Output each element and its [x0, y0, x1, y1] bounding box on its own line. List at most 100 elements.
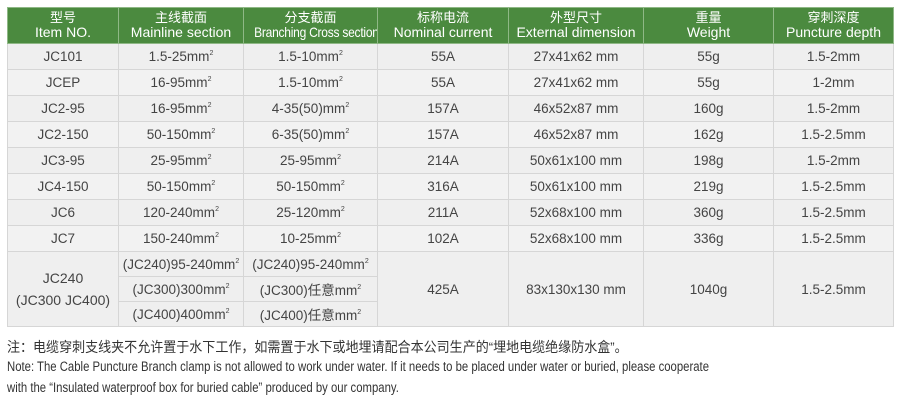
table-row-group: JC240 (JC300 JC400) (JC240)95-240mm2 (JC240…: [7, 251, 894, 327]
cell-branching-section: 25-120mm2: [243, 199, 378, 226]
cell-nominal-current: 211A: [377, 199, 509, 226]
cell-mainline-section: 120-240mm2: [118, 199, 244, 226]
cell-puncture-depth: 1-2mm: [773, 69, 894, 96]
cell-external-dimension: 46x52x87 mm: [508, 121, 644, 148]
table-row-group: (JC300)300mm2 (JC300)任意mm2: [8, 276, 894, 302]
cell-branching-section: (JC240)95-240mm2: [243, 251, 378, 277]
cell-branching-section: 1.5-10mm2: [243, 43, 378, 70]
header-puncture-depth: 穿刺深度 Puncture depth: [773, 7, 894, 44]
cell-puncture-depth: 1.5-2mm: [773, 147, 894, 174]
header-en-label: External dimension: [516, 24, 636, 40]
cell-branching-section: 6-35(50)mm2: [243, 121, 378, 148]
cell-mainline-section: 50-150mm2: [118, 121, 244, 148]
cell-external-dimension: 27x41x62 mm: [508, 69, 644, 96]
header-item-no: 型号 Item NO.: [7, 7, 119, 44]
cell-mainline-section: (JC240)95-240mm2: [118, 251, 244, 277]
cell-branching-section: 10-25mm2: [243, 225, 378, 252]
cell-item-no: JC4-150: [7, 173, 119, 200]
header-en-label: Weight: [686, 24, 731, 40]
cell-external-dimension: 46x52x87 mm: [508, 95, 644, 122]
cell-weight: 162g: [643, 121, 774, 148]
cell-external-dimension: 52x68x100 mm: [508, 199, 644, 226]
header-cn-label: 标称电流: [416, 10, 469, 25]
table-row-group: (JC400)400mm2 (JC400)任意mm2: [8, 301, 894, 327]
cell-item-no: JC3-95: [7, 147, 119, 174]
cell-weight: 198g: [643, 147, 774, 174]
cell-mainline-section: 50-150mm2: [118, 173, 244, 200]
cell-nominal-current: 214A: [377, 147, 509, 174]
cell-nominal-current: 316A: [377, 173, 509, 200]
cell-external-dimension: 83x130x130 mm: [508, 251, 644, 327]
cell-weight: 219g: [643, 173, 774, 200]
table-row: JC7 150-240mm2 10-25mm2 102A 52x68x100 mm 336…: [7, 225, 894, 252]
header-cn-label: 型号: [49, 10, 76, 25]
header-weight: 重量 Weight: [643, 7, 774, 44]
cell-puncture-depth: 1.5-2mm: [773, 95, 894, 122]
cell-external-dimension: 50x61x100 mm: [508, 173, 644, 200]
header-external-dimension: 外型尺寸 External dimension: [508, 7, 644, 44]
cell-nominal-current: 102A: [377, 225, 509, 252]
cell-puncture-depth: 1.5-2.5mm: [773, 173, 894, 200]
header-en-label: Item NO.: [34, 24, 91, 40]
header-nominal-current: 标称电流 Nominal current: [377, 7, 509, 44]
cell-mainline-section: 150-240mm2: [118, 225, 244, 252]
header-mainline-section: 主线截面 Mainline section: [118, 7, 244, 44]
table-row: JC6 120-240mm2 25-120mm2 211A 52x68x100 mm 36…: [7, 199, 894, 226]
cell-external-dimension: 50x61x100 mm: [508, 147, 644, 174]
cell-item-no: JC7: [7, 225, 119, 252]
cell-branching-section: 4-35(50)mm2: [243, 95, 378, 122]
cell-weight: 360g: [643, 199, 774, 226]
header-row: 型号 Item NO. 主线截面 Mainline section 分支截面 Branch…: [7, 7, 894, 44]
cell-item-no: JC240 (JC300 JC400): [7, 251, 119, 327]
table-row: JCEP 16-95mm2 1.5-10mm2 55A 27x41x62 mm 55g 1-…: [7, 69, 894, 96]
cell-mainline-section: 25-95mm2: [118, 147, 244, 174]
table-row: JC101 1.5-25mm2 1.5-10mm2 55A 27x41x62 mm 55g…: [7, 43, 894, 70]
note-chinese: 注：电缆穿刺支线夹不允许置于水下工作，如需置于水下或地埋请配合本公司生产的“埋地…: [7, 339, 628, 355]
cell-nominal-current: 55A: [377, 69, 509, 96]
cell-weight: 1040g: [643, 251, 774, 327]
cell-weight: 55g: [643, 43, 774, 70]
header-cn-label: 重量: [695, 10, 722, 25]
table-row: JC2-150 50-150mm2 6-35(50)mm2 157A 46x52x87 …: [7, 121, 894, 148]
cell-external-dimension: 52x68x100 mm: [508, 225, 644, 252]
cell-puncture-depth: 1.5-2.5mm: [773, 251, 894, 327]
cell-mainline-section: 16-95mm2: [118, 95, 244, 122]
table-row: JC4-150 50-150mm2 50-150mm2 316A 50x61x100 m…: [7, 173, 894, 200]
cell-weight: 336g: [643, 225, 774, 252]
spec-table: 型号 Item NO. 主线截面 Mainline section 分支截面 Branch…: [7, 7, 894, 327]
cell-branching-section: (JC300)任意mm2: [243, 276, 378, 302]
cell-mainline-section: (JC300)300mm2: [118, 276, 244, 302]
cell-mainline-section: (JC400)400mm2: [118, 301, 244, 327]
cell-nominal-current: 55A: [377, 43, 509, 70]
header-cn-label: 外型尺寸: [549, 10, 602, 25]
item-no-line1: JC240: [42, 270, 84, 286]
table-row: JC2-95 16-95mm2 4-35(50)mm2 157A 46x52x87 mm…: [7, 95, 894, 122]
cell-branching-section: 1.5-10mm2: [243, 69, 378, 96]
header-en-label: Nominal current: [393, 24, 493, 40]
cell-item-no: JC6: [7, 199, 119, 226]
header-en-label: Branching Cross section: [254, 24, 378, 40]
cell-branching-section: 25-95mm2: [243, 147, 378, 174]
header-en-label: Puncture depth: [786, 24, 881, 40]
cell-weight: 160g: [643, 95, 774, 122]
header-cn-label: 穿刺深度: [807, 10, 860, 25]
item-no-line2: (JC300 JC400): [15, 292, 111, 308]
header-en-label: Mainline section: [130, 24, 232, 40]
cell-puncture-depth: 1.5-2.5mm: [773, 199, 894, 226]
cell-puncture-depth: 1.5-2.5mm: [773, 225, 894, 252]
cell-branching-section: (JC400)任意mm2: [243, 301, 378, 327]
cell-item-no: JC2-95: [7, 95, 119, 122]
cell-nominal-current: 157A: [377, 121, 509, 148]
cell-weight: 55g: [643, 69, 774, 96]
cell-branching-section: 50-150mm2: [243, 173, 378, 200]
header-cn-label: 主线截面: [154, 10, 207, 25]
cell-item-no: JC2-150: [7, 121, 119, 148]
cell-item-no: JCEP: [7, 69, 119, 96]
cell-nominal-current: 157A: [377, 95, 509, 122]
cell-puncture-depth: 1.5-2mm: [773, 43, 894, 70]
cell-nominal-current: 425A: [377, 251, 509, 327]
header-branching-section: 分支截面 Branching Cross section: [243, 7, 378, 44]
cell-mainline-section: 1.5-25mm2: [118, 43, 244, 70]
cell-item-no: JC101: [7, 43, 119, 70]
note-english-line1: Note: The Cable Puncture Branch clamp is…: [7, 359, 710, 374]
